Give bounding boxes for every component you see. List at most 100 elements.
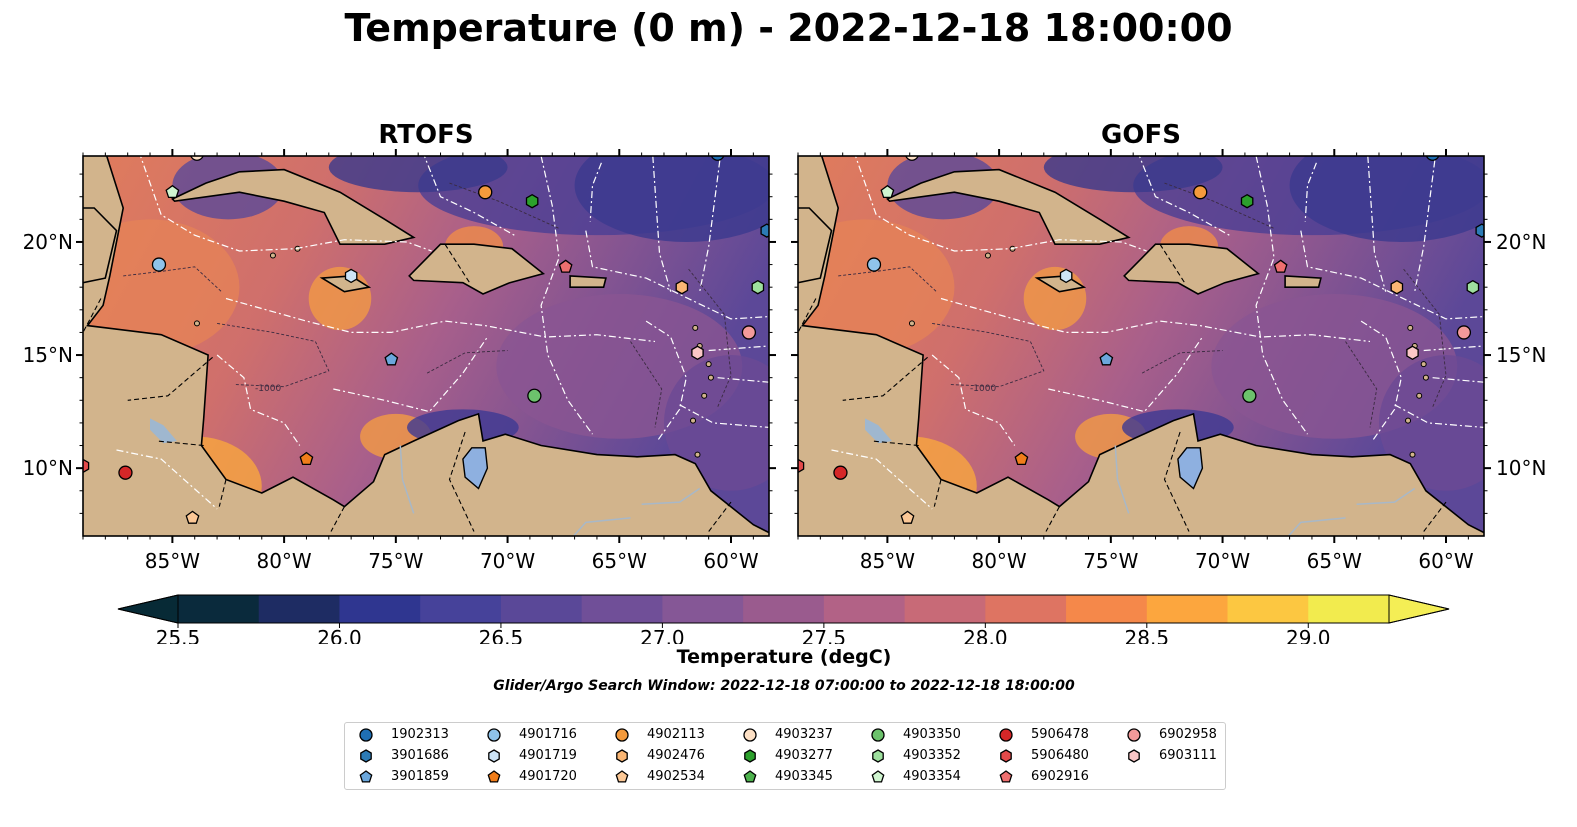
lon-tick-label: 75°W [368, 549, 423, 573]
lon-tick-label: 60°W [1418, 549, 1473, 573]
float-marker-1902313 [710, 156, 725, 161]
colorbar: 25.5 26.0 26.5 27.0 27.5 28.0 28.5 29.0 [117, 594, 1450, 644]
lat-tick-label: 10°N [23, 456, 73, 480]
legend-marker-4902476 [616, 749, 628, 763]
legend-label: 4903345 [775, 769, 833, 784]
lon-tick-label: 85°W [145, 549, 200, 573]
depth-contour-label: -1000 [970, 384, 996, 394]
float-marker-4903354 [165, 184, 180, 199]
circle-marker-icon [1127, 728, 1141, 742]
legend-label: 4903277 [775, 748, 833, 763]
gofs-panel-title: GOFS [1101, 120, 1181, 150]
legend-label: 4902534 [647, 769, 705, 784]
legend-marker-4902534 [615, 770, 629, 783]
pentagon-marker-icon [999, 770, 1013, 783]
float-marker-5906480 [798, 458, 805, 474]
colorbar-segment [985, 595, 1067, 623]
central-america-land [83, 156, 769, 536]
colorbar-tick-label: 26.5 [479, 626, 524, 644]
jamaica-land [1034, 275, 1087, 293]
legend-marker-1902313 [359, 728, 373, 742]
float-marker-5906478 [118, 465, 133, 480]
legend-marker-5906478 [999, 728, 1013, 742]
float-marker-4902113 [1193, 185, 1208, 200]
colorbar-segment [1066, 595, 1148, 623]
circle-marker-icon [359, 728, 373, 742]
float-marker-4903277 [1240, 193, 1254, 209]
hispaniola-land [408, 243, 546, 295]
colorbar-label: Temperature (degC) [676, 646, 892, 668]
lon-tick-label: 70°W [1195, 549, 1250, 573]
colorbar-tick-label: 25.5 [156, 626, 201, 644]
colorbar-over-arrow [1388, 594, 1450, 624]
legend-marker-4903354 [871, 770, 885, 783]
legend-label: 5906478 [1031, 727, 1089, 742]
legend-label: 4901720 [519, 769, 577, 784]
gofs-map-panel: -1000 85°W 80°W 75°W 70°W 65°W 60°W 20°N 15°N 10°… [791, 149, 1546, 573]
legend-label: 4903237 [775, 727, 833, 742]
yucatan-land [798, 207, 833, 284]
legend-marker-4903237 [743, 728, 757, 742]
circle-marker-icon [615, 728, 629, 742]
pentagon-marker-icon [487, 770, 501, 783]
pentagon-marker-icon [743, 770, 757, 783]
legend-label: 4902476 [647, 748, 705, 763]
central-america-land [798, 156, 1484, 536]
legend-label: 6903111 [1159, 748, 1217, 763]
legend-marker-6902916 [999, 770, 1013, 783]
hexagon-marker-icon [872, 749, 884, 763]
legend-marker-4903350 [871, 728, 885, 742]
colorbar-segment [743, 595, 825, 623]
float-legend: 1902313 3901686 3901859 4901716 4901719 49017… [344, 722, 1226, 790]
legend-marker-4902113 [615, 728, 629, 742]
colorbar-segment [420, 595, 502, 623]
hexagon-marker-icon [616, 749, 628, 763]
float-marker-5906480 [83, 458, 90, 474]
pentagon-marker-icon [615, 770, 629, 783]
float-marker-4903237 [190, 156, 204, 161]
colorbar-segment [581, 595, 663, 623]
legend-marker-3901686 [360, 749, 372, 763]
hexagon-marker-icon [1000, 749, 1012, 763]
colorbar-under-arrow [117, 594, 179, 624]
legend-marker-4901716 [487, 728, 501, 742]
legend-marker-4901719 [488, 749, 500, 763]
cuba-land [171, 168, 416, 245]
float-marker-4901720 [1014, 451, 1029, 466]
legend-label: 1902313 [391, 727, 449, 742]
legend-label: 4902113 [647, 727, 705, 742]
colorbar-tick-label: 28.0 [963, 626, 1008, 644]
float-marker-6902958 [741, 325, 757, 340]
float-marker-5906478 [833, 465, 848, 480]
float-marker-4903350 [527, 388, 542, 403]
colorbar-segment [1227, 595, 1309, 623]
lat-tick-label: 15°N [23, 343, 73, 367]
float-marker-4903352 [751, 279, 765, 295]
colorbar-segment [1308, 595, 1390, 623]
colorbar-segment [258, 595, 340, 623]
float-marker-4902113 [478, 185, 493, 200]
legend-marker-4903277 [744, 749, 756, 763]
float-marker-6903111 [1406, 345, 1419, 361]
lake-maracaibo [462, 447, 489, 490]
depth-contour-label: -1000 [255, 384, 281, 394]
hexagon-marker-icon [1128, 749, 1140, 763]
float-marker-3901686 [760, 223, 769, 238]
figure-title: Temperature (0 m) - 2022-12-18 18:00:00 [344, 6, 1233, 50]
jamaica-land [319, 275, 372, 293]
float-marker-4901716 [866, 257, 882, 272]
legend-label: 3901686 [391, 748, 449, 763]
legend-label: 6902958 [1159, 727, 1217, 742]
float-marker-6902958 [1456, 325, 1472, 340]
lon-tick-label: 70°W [480, 549, 535, 573]
lake-maracaibo [1177, 447, 1204, 490]
colorbar-tick-label: 28.5 [1125, 626, 1170, 644]
legend-label: 4903350 [903, 727, 961, 742]
legend-marker-6903111 [1128, 749, 1140, 763]
legend-marker-6902958 [1127, 728, 1141, 742]
rtofs-panel-title: RTOFS [378, 120, 474, 150]
lon-tick-label: 80°W [971, 549, 1026, 573]
colorbar-segment [339, 595, 421, 623]
hispaniola-land [1123, 243, 1261, 295]
colorbar-segment [904, 595, 986, 623]
